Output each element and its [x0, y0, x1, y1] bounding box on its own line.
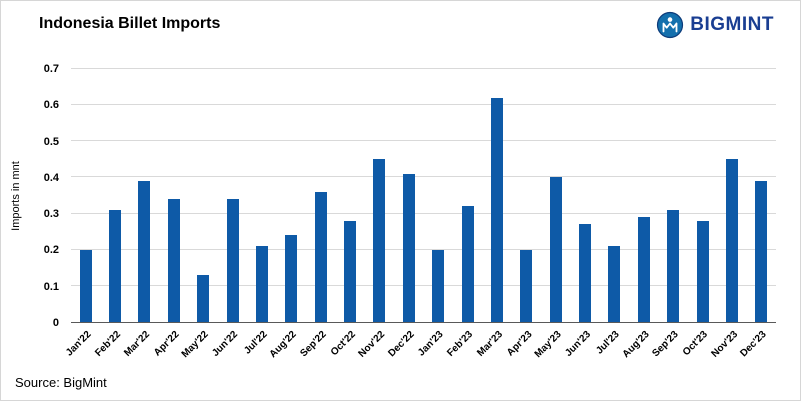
bar-Jun'22 [226, 199, 239, 322]
source-note: Source: BigMint [15, 375, 107, 390]
bar-column [100, 69, 129, 322]
bar-Sep'23 [667, 209, 680, 322]
y-tick-label: 0.4 [43, 171, 59, 184]
x-tick-label: Feb'23 [445, 329, 476, 359]
bar-column [717, 69, 746, 322]
bar-Nov'22 [373, 159, 386, 322]
y-tick-label: 0 [52, 317, 59, 329]
x-tick-label: Aug'23 [620, 329, 652, 361]
bar-Apr'23 [520, 249, 533, 322]
x-tick-label: Jul'23 [594, 329, 623, 357]
bar-Aug'23 [637, 217, 650, 322]
bar-Jun'23 [579, 224, 592, 322]
bar-column [659, 69, 688, 322]
bigmint-logo-icon [657, 11, 684, 39]
bigmint-logo: BIGMINT [656, 11, 774, 39]
bar-Oct'22 [344, 220, 357, 322]
x-tick-label: Mar'23 [474, 329, 505, 359]
y-tick-label: 0.2 [43, 244, 59, 257]
x-tick-label: Jan'22 [63, 329, 94, 359]
bar-column [394, 69, 423, 322]
bar-May'22 [197, 275, 210, 322]
x-tick-label: Sep'23 [650, 329, 681, 360]
y-axis-title: Imports in mnt [10, 161, 22, 231]
gridline [71, 104, 776, 106]
bar-column [541, 69, 570, 322]
bar-Jul'23 [608, 246, 621, 322]
x-tick-label: Jan'23 [416, 329, 446, 359]
y-tick-label: 0.5 [43, 135, 59, 148]
bar-column [365, 69, 394, 322]
bar-Apr'22 [167, 199, 180, 322]
bar-column [130, 69, 159, 322]
gridline [71, 284, 776, 286]
bar-Feb'23 [461, 206, 474, 322]
bar-Mar'23 [490, 97, 503, 322]
x-tick-label: Mar'22 [122, 329, 153, 359]
bar-column [747, 69, 776, 322]
bar-Feb'22 [109, 209, 122, 322]
bar-Dec'22 [402, 173, 415, 322]
page-title: Indonesia Billet Imports [39, 15, 221, 32]
x-tick-label: Apr'22 [152, 329, 182, 359]
x-tick-label: Feb'22 [92, 329, 123, 359]
x-tick-label: Dec'22 [386, 329, 417, 360]
bar-column [688, 69, 717, 322]
bar-column [629, 69, 658, 322]
y-axis-ticks: 0 0.1 0.2 0.3 0.4 0.5 0.6 0.7 [29, 63, 65, 329]
bar-column [512, 69, 541, 322]
bar-column [570, 69, 599, 322]
y-axis-title-wrap: Imports in mnt [3, 69, 29, 323]
bar-column [335, 69, 364, 322]
bar-column [424, 69, 453, 322]
gridline [71, 176, 776, 178]
x-tick-label: Oct'22 [328, 329, 358, 359]
bar-column [600, 69, 629, 322]
bar-column [247, 69, 276, 322]
bar-Dec'23 [755, 181, 768, 322]
x-axis-ticks: Jan'22 Feb'22 Mar'22 Apr'22 May'22 Jun'22 Jul'… [64, 327, 776, 375]
gridline [71, 68, 776, 69]
y-tick-label: 0.6 [43, 99, 59, 112]
bar-Jan'22 [79, 249, 92, 322]
bar-column [159, 69, 188, 322]
x-tick-label: Dec'23 [738, 329, 770, 360]
x-tick-label: Jun'23 [562, 329, 593, 359]
bar-column [277, 69, 306, 322]
bar-Nov'23 [725, 159, 738, 322]
x-tick-label: May'23 [532, 329, 564, 361]
y-tick-label: 0.1 [43, 280, 59, 293]
x-tick-label: Jul'22 [242, 329, 270, 357]
bar-column [189, 69, 218, 322]
bar-column [71, 69, 100, 322]
bar-series [71, 69, 776, 322]
bigmint-logo-text: BIGMINT [690, 14, 774, 35]
bar-May'23 [549, 177, 562, 322]
x-tick-label: Sep'22 [298, 329, 329, 360]
bar-Oct'23 [696, 220, 709, 322]
bar-Aug'22 [285, 235, 298, 322]
y-tick-label: 0.3 [43, 208, 59, 221]
bar-column [453, 69, 482, 322]
gridline [71, 140, 776, 142]
x-tick-label: Nov'22 [356, 329, 388, 360]
x-tick-label: Apr'23 [504, 329, 535, 359]
bar-column [482, 69, 511, 322]
bar-Mar'22 [138, 181, 151, 322]
x-tick-label: May'22 [179, 329, 211, 361]
x-tick-label: Nov'23 [709, 329, 740, 360]
x-tick-label: Aug'22 [268, 329, 300, 361]
gridline [71, 248, 776, 250]
x-tick-label: Oct'23 [681, 329, 711, 359]
gridline [71, 212, 776, 214]
bar-column [218, 69, 247, 322]
plot-area [71, 68, 776, 323]
x-tick-label: Jun'22 [210, 329, 241, 359]
bar-Sep'22 [314, 191, 327, 322]
bar-column [306, 69, 335, 322]
bar-Jan'23 [432, 249, 445, 322]
y-tick-label: 0.7 [43, 63, 59, 75]
bar-Jul'22 [255, 246, 268, 322]
